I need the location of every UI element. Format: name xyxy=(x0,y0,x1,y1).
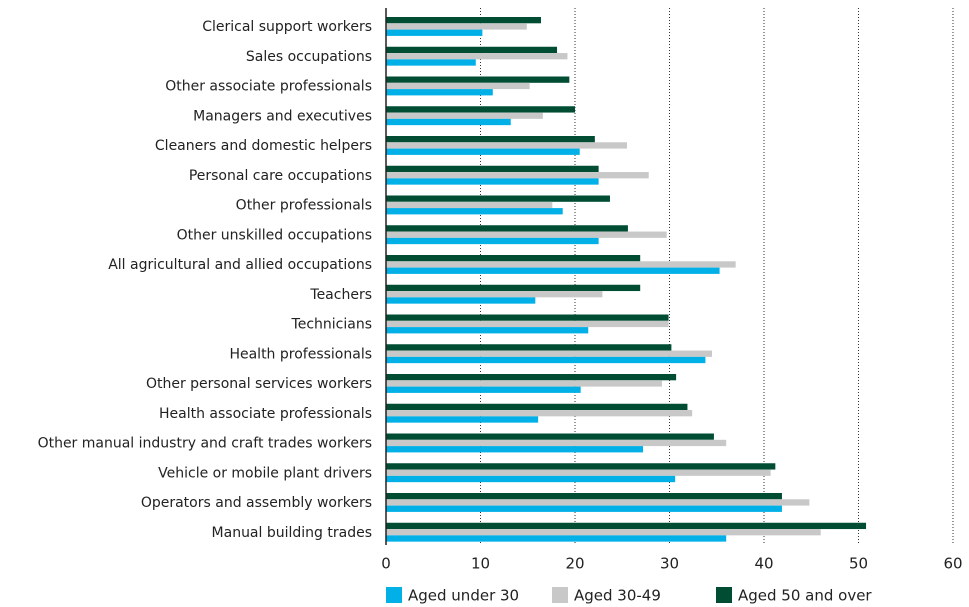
x-tick-label: 40 xyxy=(754,555,773,573)
x-tick-label: 20 xyxy=(565,555,584,573)
bar xyxy=(386,439,727,447)
legend-swatch xyxy=(716,587,732,603)
x-tick-label: 60 xyxy=(943,555,962,573)
bar xyxy=(386,522,867,530)
bar xyxy=(386,201,553,209)
bar xyxy=(386,17,541,24)
bar xyxy=(386,475,676,483)
bar xyxy=(386,433,714,440)
bar xyxy=(386,82,530,90)
y-tick-label: Sales occupations xyxy=(246,49,372,65)
y-tick-label: Personal care occupations xyxy=(189,168,372,184)
bar xyxy=(386,403,688,411)
bar xyxy=(386,46,558,54)
bar xyxy=(386,327,589,334)
legend-swatch xyxy=(552,587,568,603)
bar xyxy=(386,267,720,274)
bar xyxy=(386,344,672,351)
bar xyxy=(386,469,771,476)
y-tick-label: Operators and assembly workers xyxy=(141,495,372,511)
y-tick-label: Clerical support workers xyxy=(202,19,372,35)
bar xyxy=(386,89,493,96)
bar xyxy=(386,76,570,83)
bar xyxy=(386,374,677,381)
bar xyxy=(386,410,693,417)
bar xyxy=(386,23,527,30)
bar xyxy=(386,237,599,245)
bar xyxy=(386,291,603,298)
bar xyxy=(386,284,641,292)
bar xyxy=(386,493,782,500)
bar xyxy=(386,320,669,328)
x-tick-label: 50 xyxy=(849,555,868,573)
y-tick-label: Other manual industry and craft trades w… xyxy=(38,436,372,452)
x-tick-label: 10 xyxy=(471,555,490,573)
y-tick-label: Other associate professionals xyxy=(165,79,372,95)
bar xyxy=(386,172,649,179)
x-tick-label: 30 xyxy=(660,555,679,573)
y-tick-label: Health professionals xyxy=(229,346,372,362)
bar xyxy=(386,118,511,126)
bar xyxy=(386,112,543,119)
bar xyxy=(386,29,483,36)
bar xyxy=(386,380,662,387)
bar xyxy=(386,350,713,357)
y-tick-label: Manual building trades xyxy=(212,525,372,541)
bar xyxy=(386,535,727,542)
y-tick-label: Other professionals xyxy=(236,198,372,214)
bar xyxy=(386,297,536,304)
legend-label: Aged 30-49 xyxy=(574,587,661,605)
y-tick-label: All agricultural and allied occupations xyxy=(108,257,372,273)
bar xyxy=(386,136,595,143)
bar xyxy=(386,314,669,321)
bar xyxy=(386,463,776,470)
bar xyxy=(386,195,610,202)
y-tick-label: Other unskilled occupations xyxy=(177,227,372,243)
bar xyxy=(386,499,810,506)
bar xyxy=(386,386,581,393)
bar xyxy=(386,505,782,512)
y-tick-label: Vehicle or mobile plant drivers xyxy=(158,465,372,481)
y-tick-label: Managers and executives xyxy=(193,108,372,124)
bar xyxy=(386,231,667,238)
bar xyxy=(386,178,599,185)
bar xyxy=(386,356,706,364)
legend-swatch xyxy=(386,587,402,603)
y-tick-label: Teachers xyxy=(309,287,372,303)
bar xyxy=(386,53,568,60)
x-tick-label: 0 xyxy=(381,555,391,573)
bar xyxy=(386,148,580,155)
y-tick-label: Technicians xyxy=(291,317,372,333)
bar xyxy=(386,165,599,173)
bar xyxy=(386,446,644,453)
bar xyxy=(386,106,575,113)
legend-label: Aged under 30 xyxy=(408,587,519,605)
y-tick-label: Health associate professionals xyxy=(159,406,372,422)
bar xyxy=(386,261,736,268)
bar xyxy=(386,225,628,232)
bar xyxy=(386,59,476,66)
bar xyxy=(386,208,563,215)
bar xyxy=(386,416,539,423)
bar xyxy=(386,142,627,149)
y-tick-label: Other personal services workers xyxy=(146,376,372,392)
legend-label: Aged 50 and over xyxy=(738,587,872,605)
bar xyxy=(386,255,641,262)
bar xyxy=(386,529,821,536)
y-tick-label: Cleaners and domestic helpers xyxy=(155,138,372,154)
